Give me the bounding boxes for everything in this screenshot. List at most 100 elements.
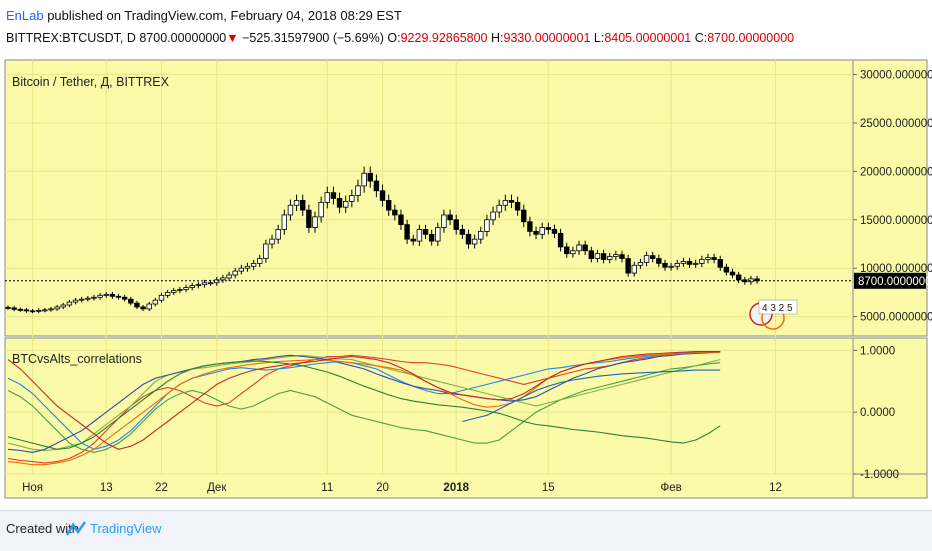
candle-body	[656, 258, 662, 264]
last-price: 8700.00000000	[139, 31, 227, 45]
candle-body	[613, 254, 619, 257]
candle-body	[115, 295, 122, 298]
candle-body	[594, 253, 601, 259]
candle-body	[686, 261, 693, 265]
candle-body	[66, 301, 73, 306]
candle-body	[318, 201, 324, 218]
candle-body	[717, 259, 723, 268]
candle-body	[195, 284, 202, 287]
candle-body	[140, 306, 146, 310]
candle-body	[72, 299, 79, 303]
candle-body	[5, 306, 11, 309]
open-label: O:	[387, 31, 401, 45]
open-value: 9229.92865800	[400, 31, 488, 45]
candle-body	[134, 302, 140, 308]
author-link[interactable]: EnLab	[6, 8, 44, 23]
candle-body	[404, 224, 410, 240]
ohlc-line: BITTREX:BTCUSDT, D 8700.00000000▼ −525.3…	[6, 31, 794, 45]
y-tick-label: 15000.00000000	[860, 215, 932, 227]
candle-body	[238, 267, 245, 272]
time-axis[interactable]	[4, 473, 854, 499]
indicator-axis[interactable]	[852, 337, 928, 475]
candle-body	[539, 227, 545, 235]
candle-body	[48, 308, 54, 311]
x-tick-label: 12	[769, 482, 782, 494]
candle-body	[355, 185, 361, 196]
candle-body	[293, 200, 300, 206]
candle-body	[514, 201, 521, 211]
high-value: 9330.00000001	[503, 31, 591, 45]
candle-body	[490, 211, 496, 221]
candle-body	[570, 250, 576, 255]
candle-body	[152, 299, 159, 305]
candle-body	[410, 238, 416, 242]
x-tick-label: 20	[376, 482, 389, 494]
correlation-series-line	[7, 351, 721, 453]
candle-body	[281, 214, 287, 230]
low-label: L:	[593, 31, 605, 45]
candle-body	[78, 298, 85, 301]
x-tick-label: 11	[321, 482, 333, 494]
candle-body	[416, 229, 423, 242]
candle-body	[269, 238, 275, 245]
created-with-label: Created with	[6, 521, 79, 536]
candle-body	[177, 289, 183, 291]
candle-body	[637, 261, 644, 266]
tradingview-logo-icon[interactable]	[66, 520, 86, 538]
candle-body	[692, 262, 699, 265]
candle-body	[373, 180, 380, 192]
candle-body	[207, 282, 214, 285]
correlation-series-line	[7, 354, 721, 452]
candle-body	[680, 261, 687, 264]
candle-body	[146, 303, 152, 310]
candle-body	[379, 190, 386, 201]
y-tick-label: -1.0000	[860, 469, 899, 481]
grid-lines	[5, 60, 853, 475]
indicator-panel-title: BTCvsAlts_correlations	[12, 352, 142, 366]
y-tick-labels: 30000.00000000 25000.00000000 20000.000000…	[853, 70, 932, 481]
events-badge[interactable]: 4 3 2 5	[749, 299, 798, 330]
candle-body	[164, 292, 171, 296]
x-tick-label: Ноя	[22, 482, 43, 494]
candle-body	[275, 229, 281, 240]
price-axis[interactable]	[852, 59, 928, 337]
candle-body	[263, 243, 269, 259]
candle-body	[502, 200, 509, 206]
tradingview-brand[interactable]: TradingView	[90, 521, 162, 536]
candle-body	[287, 204, 294, 216]
indicator-panel[interactable]	[4, 337, 854, 475]
y-tick-label: 1.0000	[860, 345, 895, 357]
candle-body	[508, 200, 515, 203]
candle-body	[422, 229, 429, 235]
candle-body	[392, 209, 398, 216]
y-tick-label: 30000.00000000	[860, 70, 932, 82]
chart-canvas[interactable]: 30000.00000000 25000.00000000 20000.000000…	[0, 0, 932, 510]
candle-body	[97, 294, 103, 298]
candle-body	[533, 231, 539, 235]
y-tick-label: 20000.00000000	[860, 166, 932, 178]
candle-body	[85, 297, 91, 300]
candle-body	[607, 256, 613, 260]
candle-body	[342, 200, 349, 208]
x-tick-label: 15	[542, 482, 555, 494]
price-panel[interactable]	[4, 59, 854, 337]
candle-body	[699, 259, 705, 264]
candle-body	[60, 304, 66, 308]
candle-body	[705, 257, 711, 260]
correlation-series-line	[7, 362, 721, 453]
down-arrow-icon: ▼	[226, 31, 239, 45]
candle-body	[735, 274, 742, 281]
candle-body	[42, 309, 48, 312]
correlation-lines	[7, 351, 721, 466]
candle-body	[631, 264, 637, 274]
symbol-label: BITTREX:BTCUSDT, D	[6, 31, 136, 45]
candle-body	[300, 200, 306, 211]
x-tick-label: 13	[100, 482, 113, 494]
close-label: C:	[694, 31, 708, 45]
close-value: 8700.00000000	[707, 31, 795, 45]
candle-body	[17, 308, 23, 311]
low-value: 8405.00000001	[604, 31, 692, 45]
candle-body	[36, 309, 42, 312]
candle-body	[306, 209, 312, 228]
candle-body	[545, 227, 552, 230]
